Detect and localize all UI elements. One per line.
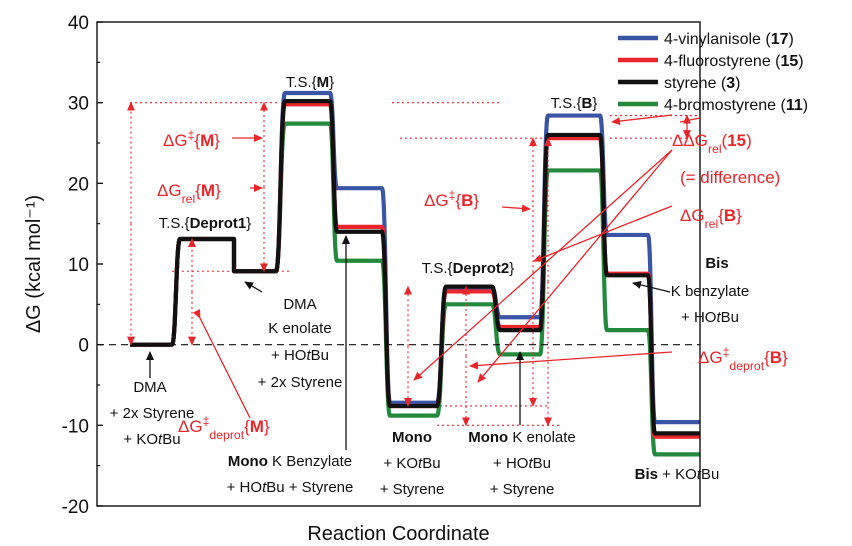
label-kotbu: + KOtBu (123, 431, 180, 448)
red-arrow (679, 117, 701, 123)
annotations: ΔG‡{M} ΔGrel{M} ΔG‡deprot{M} ΔΔGrel(15) (= d… (110, 74, 788, 498)
red-arrow (501, 204, 531, 213)
label-mono-k-enolate: Mono K enolate (468, 429, 576, 446)
label-mono-styrene: + Styrene (380, 481, 445, 498)
label-ts-b: T.S.{B} (551, 95, 598, 112)
y-tick-label: 30 (68, 94, 89, 115)
dotted-guide-lines (130, 102, 700, 426)
annotation-dg-rel-m: ΔGrel{M} (157, 181, 221, 206)
annotation-dg-rel-b: ΔGrel{B} (680, 206, 742, 231)
legend-item: 4-vinylanisole (17) (618, 31, 794, 48)
legend-label: 4-bromostyrene (11) (664, 97, 808, 114)
legend-item: styrene (3) (618, 75, 740, 92)
red-arrow (611, 114, 673, 126)
legend-item: 4-fluorostyrene (15) (618, 53, 804, 70)
series-line (130, 98, 700, 436)
legend: 4-vinylanisole (17) 4-fluorostyrene (15) s… (618, 31, 808, 114)
label-dma-2x-styrene: + 2x Styrene (258, 374, 343, 391)
y-tick-label: 40 (68, 13, 89, 34)
legend-label: 4-vinylanisole (17) (664, 31, 794, 48)
label-mono-k-benzylate: Mono K Benzylate (228, 453, 352, 470)
red-arrow (477, 149, 673, 383)
black-arrow (632, 281, 671, 293)
axes: -20 -10 0 10 20 30 40 Reaction Coordinate ΔG (kc… (23, 13, 701, 545)
y-tick-label: 20 (68, 174, 89, 195)
annotation-ddg-rel-15: ΔΔGrel(15) (672, 131, 752, 156)
y-tick-label: -20 (62, 497, 89, 518)
series-path (130, 98, 700, 436)
y-tick-label: 10 (68, 255, 89, 276)
legend-label: 4-fluorostyrene (15) (664, 53, 804, 70)
label-dma-hotbu: + HOtBu (271, 347, 329, 364)
red-arrow (413, 149, 673, 381)
label-ts-deprot1: T.S.{Deprot1} (159, 215, 252, 232)
label-2x-styrene: + 2x Styrene (110, 405, 195, 422)
label-mono-hotbu: + HOtBu (493, 455, 551, 472)
black-arrow (244, 281, 263, 293)
legend-item: 4-bromostyrene (11) (618, 97, 808, 114)
label-bis: Bis (705, 255, 728, 272)
label-mono: Mono (392, 429, 432, 446)
label-bis-kotbu: Bis + KOtBu (635, 466, 720, 483)
label-bis-hotbu: + HOtBu (681, 309, 739, 326)
series-path (130, 102, 700, 439)
label-ts-deprot2: T.S.{Deprot2} (422, 260, 515, 277)
annotation-dg-deprot-b: ΔG‡deprot{B} (698, 345, 788, 373)
label-ts-m: T.S.{M} (286, 74, 334, 91)
label-dma-k-enolate-1: DMA (283, 296, 316, 313)
label-hotbu-styrene: + HOtBu + Styrene (227, 479, 354, 496)
y-tick-label: 0 (78, 336, 89, 357)
red-arrow (469, 351, 673, 370)
y-tick-label: -10 (62, 416, 89, 437)
annotation-difference: (= difference) (680, 168, 780, 187)
series-line (130, 102, 700, 439)
annotation-dg-ddag-m: ΔG‡{M} (163, 128, 220, 150)
y-axis-title: ΔG (kcal mol⁻¹) (23, 195, 45, 333)
label-mono-kotbu: + KOtBu (383, 455, 440, 472)
label-dma: DMA (133, 379, 166, 396)
label-mono-enolate-styrene: + Styrene (490, 481, 555, 498)
annotation-dg-deprot-m: ΔG‡deprot{M} (178, 414, 270, 442)
annotation-dg-ddag-b: ΔG‡{B} (424, 188, 479, 210)
label-k-benzylate: K benzylate (671, 283, 749, 300)
red-arrow (192, 309, 251, 419)
x-axis-title: Reaction Coordinate (307, 523, 489, 545)
red-arrow (533, 205, 673, 262)
label-dma-k-enolate-2: K enolate (268, 320, 331, 337)
legend-label: styrene (3) (664, 75, 740, 92)
